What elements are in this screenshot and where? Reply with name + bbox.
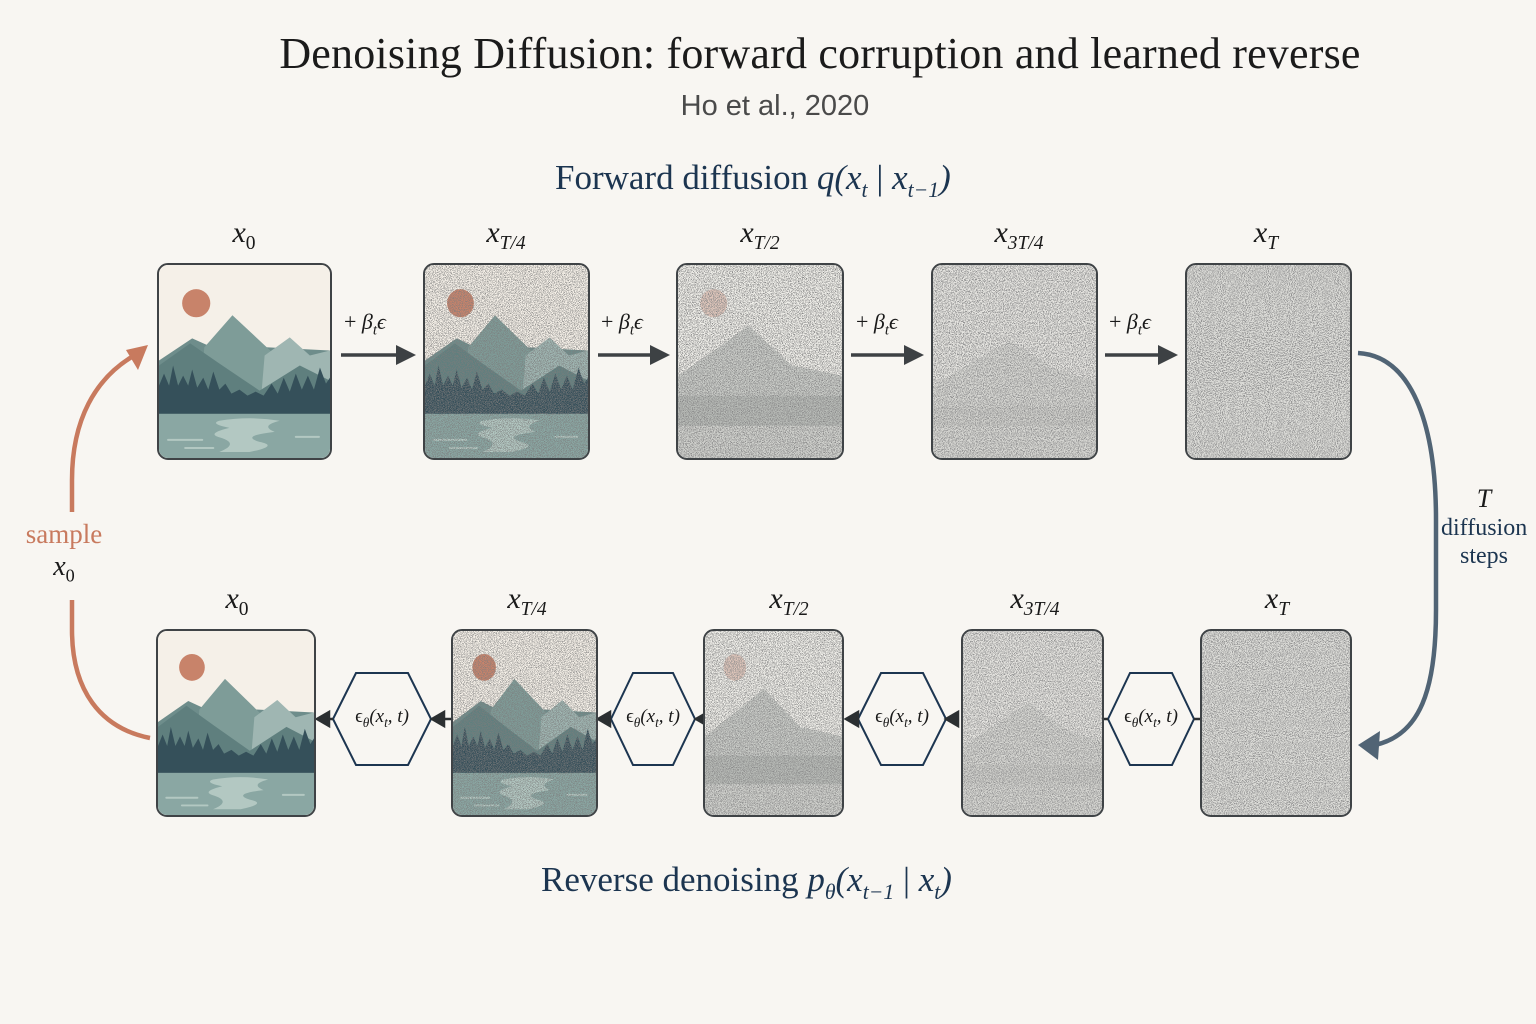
forward-label-xT2: xT/2 — [740, 216, 780, 254]
forward-arrow-icon — [341, 345, 416, 365]
network-label-1: ϵθ(xt, t) — [355, 706, 409, 730]
reverse-label-x3T4: x3T/4 — [1010, 582, 1060, 620]
sample-text: sample — [25, 519, 103, 549]
forward-arrow-icon — [598, 345, 670, 365]
forward-op-3: + βtϵ — [856, 309, 898, 339]
reverse-arrow-icon — [595, 709, 612, 729]
sample-label: sample x0 — [14, 518, 114, 593]
forward-image-x0 — [157, 263, 332, 460]
citation: Ho et al., 2020 — [680, 90, 870, 122]
reverse-arrow-icon — [314, 709, 333, 729]
forward-image-xT — [1185, 263, 1352, 460]
network-label-4: ϵθ(xt, t) — [1124, 706, 1178, 730]
forward-arrow-icon — [1105, 345, 1178, 365]
reverse-image-xT — [1200, 629, 1352, 817]
reverse-arrow-icon — [843, 709, 860, 729]
forward-op-2: + βtϵ — [601, 309, 643, 339]
sample-var: x0 — [53, 551, 75, 586]
forward-arrow-icon — [851, 345, 924, 365]
reverse-image-x3T4 — [961, 629, 1104, 817]
left-curved-arrow-icon — [69, 345, 151, 741]
forward-heading-math: q(xt | xt−1) — [816, 158, 951, 202]
steps-line2: steps — [1460, 543, 1508, 569]
reverse-image-xT2 — [703, 629, 844, 817]
forward-op-4: + βtϵ — [1109, 309, 1151, 339]
reverse-arrow-icon — [429, 709, 451, 729]
forward-label-xT4: xT/4 — [486, 216, 526, 254]
network-label-2: ϵθ(xt, t) — [626, 706, 680, 730]
reverse-heading-text: Reverse denoising — [541, 860, 799, 899]
forward-image-xT4 — [423, 263, 590, 460]
reverse-label-xT4: xT/4 — [507, 582, 547, 620]
forward-label-xT: xT — [1253, 216, 1279, 254]
steps-symbol: T — [1476, 484, 1492, 513]
page-title: Denoising Diffusion: forward corruption … — [279, 29, 1361, 78]
reverse-heading-math: pθ(xt−1 | xt) — [807, 860, 952, 904]
forward-heading-text: Forward diffusion — [555, 158, 809, 197]
forward-image-xT2 — [676, 263, 844, 460]
reverse-arrow-icon — [943, 709, 960, 729]
right-curved-arrow-icon — [1357, 350, 1439, 760]
reverse-label-xT2: xT/2 — [769, 582, 809, 620]
reverse-label-xT: xT — [1264, 582, 1290, 620]
forward-op-1: + βtϵ — [344, 309, 386, 339]
reverse-image-x0 — [156, 629, 316, 817]
reverse-image-xT4 — [451, 629, 598, 817]
forward-label-x3T4: x3T/4 — [994, 216, 1044, 254]
forward-image-x3T4 — [931, 263, 1098, 460]
forward-label-x0: x0 — [232, 216, 256, 254]
steps-line1: diffusion — [1441, 515, 1528, 541]
network-label-3: ϵθ(xt, t) — [875, 706, 929, 730]
diffusion-steps-label: T diffusion steps — [1441, 484, 1527, 570]
reverse-label-x0: x0 — [225, 582, 249, 620]
forward-heading: Forward diffusion q(xt | xt−1) — [555, 158, 951, 203]
reverse-heading: Reverse denoising pθ(xt−1 | xt) — [541, 860, 952, 905]
